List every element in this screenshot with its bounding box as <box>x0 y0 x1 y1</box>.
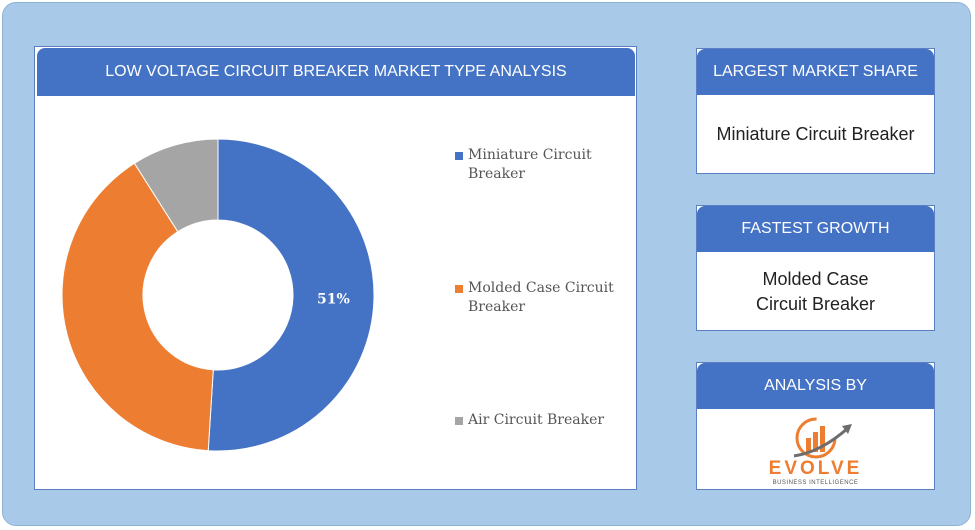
evolve-logo-icon <box>793 417 852 459</box>
logo-name: EVOLVE <box>768 458 863 479</box>
largest-share-header: LARGEST MARKET SHARE <box>697 49 934 95</box>
legend-swatch <box>455 417 463 425</box>
donut-slice-3 <box>133 138 219 233</box>
slice-data-label: 51% <box>317 292 350 308</box>
donut-slice-2 <box>61 162 214 452</box>
analysis-by-header: ANALYSIS BY <box>697 363 934 409</box>
chart-title: LOW VOLTAGE CIRCUIT BREAKER MARKET TYPE … <box>37 48 635 96</box>
legend-label: Air Circuit Breaker <box>468 412 605 428</box>
fastest-growth-value: Molded Case Circuit Breaker <box>755 269 876 314</box>
fastest-growth-header: FASTEST GROWTH <box>697 206 934 252</box>
logo-tagline: BUSINESS INTELLIGENCE <box>772 480 859 486</box>
legend-swatch <box>455 285 463 293</box>
donut-chart: 51% <box>61 138 375 452</box>
legend-swatch <box>455 152 463 160</box>
donut-slice-1 <box>207 138 375 452</box>
legend-label: Miniature Circuit Breaker <box>468 147 592 182</box>
legend-label: Molded Case Circuit Breaker <box>468 280 614 315</box>
largest-share-value: Miniature Circuit Breaker <box>716 124 915 144</box>
